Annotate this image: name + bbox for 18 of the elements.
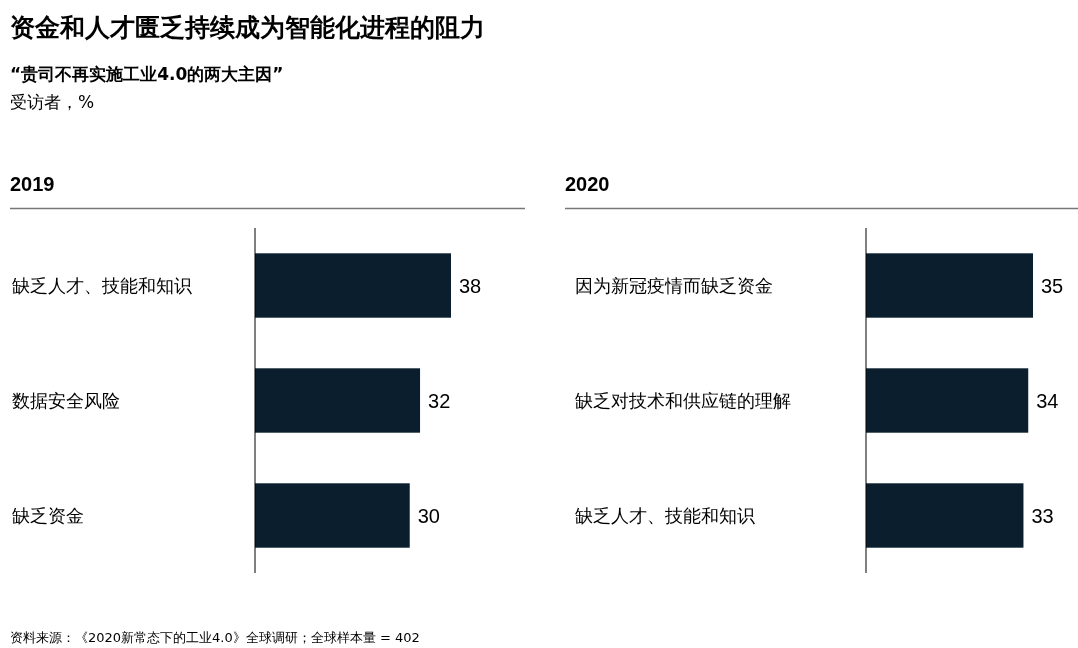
data-label: 30 xyxy=(417,504,440,527)
data-label: 34 xyxy=(1036,389,1059,412)
data-label: 33 xyxy=(1031,504,1054,527)
text: 资料来源：《2020新常态下的工业4.0》全球调研；全球样本量 = 402 xyxy=(10,630,420,645)
text: 2019 xyxy=(10,173,55,195)
text: 2020 xyxy=(565,173,610,195)
text: “贵司不再实施工业4.0的两大主因” xyxy=(10,64,284,84)
y-tick-label: 数据安全风险 xyxy=(12,390,120,411)
data-label: 38 xyxy=(459,274,482,297)
y-tick-label: 缺乏资金 xyxy=(12,505,84,526)
y-tick-label: 缺乏对技术和供应链的理解 xyxy=(575,390,791,411)
y-tick-label: 因为新冠疫情而缺乏资金 xyxy=(575,275,773,296)
y-tick-label: 缺乏人才、技能和知识 xyxy=(12,275,192,296)
y-tick-label: 缺乏人才、技能和知识 xyxy=(575,505,755,526)
data-label: 32 xyxy=(428,389,451,412)
data-label: 35 xyxy=(1041,274,1064,297)
text: 受访者，% xyxy=(10,92,95,112)
text: 资金和人才匮乏持续成为智能化进程的阻力 xyxy=(10,13,485,42)
